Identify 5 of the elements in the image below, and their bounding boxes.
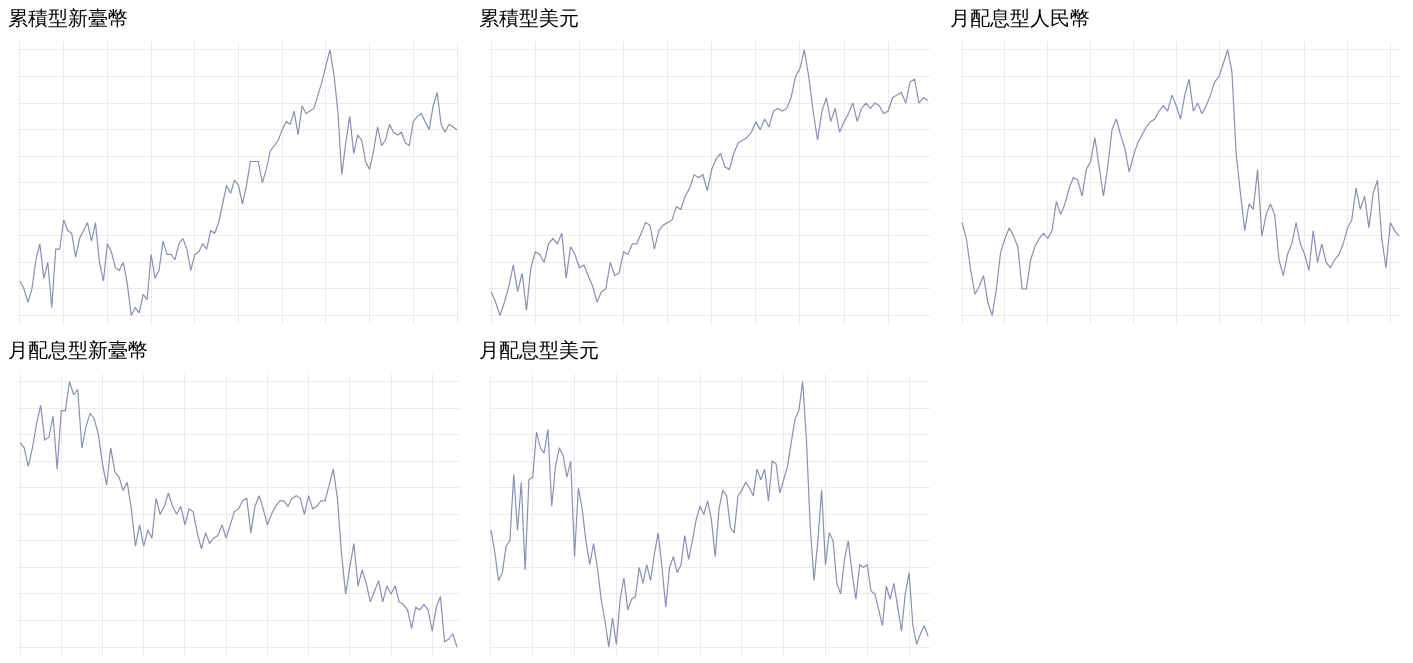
chart-title: 累積型新臺幣 xyxy=(8,6,128,30)
chart-title: 月配息型人民幣 xyxy=(950,6,1090,30)
chart-title: 累積型美元 xyxy=(479,6,579,30)
chart-title: 月配息型美元 xyxy=(479,338,599,362)
chart-title: 月配息型新臺幣 xyxy=(8,338,148,362)
